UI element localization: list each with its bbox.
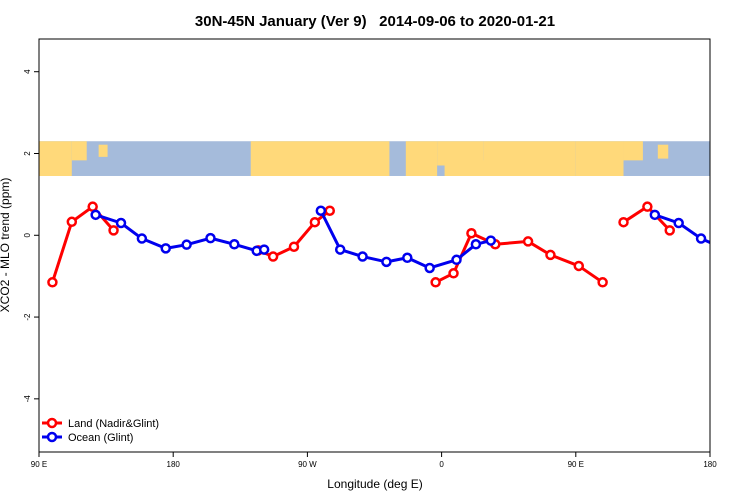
data-point <box>430 277 441 288</box>
plot-frame <box>38 38 711 453</box>
data-point <box>267 251 279 262</box>
chart-title: 30N-45N January (Ver 9) 2014-09-06 to 20… <box>195 13 555 30</box>
x-tick-label: 90 W <box>298 460 317 469</box>
y-tick-label: -4 <box>23 395 32 403</box>
legend-label: Ocean (Glint) <box>68 432 133 444</box>
map-land-area <box>71 141 87 161</box>
map-land-area <box>437 141 484 166</box>
data-point <box>522 236 534 247</box>
data-point <box>381 256 392 268</box>
map-land-area <box>657 144 669 159</box>
data-point <box>66 216 78 228</box>
data-point <box>402 252 413 264</box>
map-land-area <box>483 141 576 176</box>
map-land-area <box>250 141 390 176</box>
data-point <box>597 277 608 288</box>
data-point <box>649 209 661 221</box>
data-point <box>315 205 327 216</box>
data-point <box>115 217 127 229</box>
x-axis: 90 E 180 90 W 0 90 E 180 <box>31 452 717 469</box>
map-land-area <box>405 141 438 176</box>
x-tick-label: 0 <box>439 460 444 469</box>
world-map-band <box>39 141 710 176</box>
data-point <box>309 216 321 228</box>
legend: Land (Nadir&Glint) Ocean (Glint) <box>42 417 159 444</box>
legend-marker <box>46 417 58 429</box>
data-point <box>719 244 727 252</box>
data-point <box>334 244 346 255</box>
data-point <box>160 243 171 254</box>
data-point <box>451 254 462 266</box>
y-tick-label: 2 <box>23 151 32 156</box>
data-point <box>573 260 585 272</box>
data-point <box>466 227 477 239</box>
x-axis-label: Longitude (deg E) <box>327 477 422 491</box>
map-land <box>39 141 669 176</box>
data-point <box>664 225 675 236</box>
data-point <box>470 239 482 250</box>
series-line <box>654 213 710 245</box>
y-axis-label: XCO2 - MLO trend (ppm) <box>0 178 12 313</box>
y-axis: -4 -2 0 2 4 <box>23 69 39 402</box>
data-point <box>673 217 684 229</box>
data-point <box>324 205 336 216</box>
x-tick-label: 180 <box>703 460 717 469</box>
data-point <box>357 251 368 262</box>
y-tick-label: 0 <box>23 233 32 238</box>
series-layer <box>47 201 727 288</box>
data-point <box>448 268 459 279</box>
map-land-area <box>39 141 72 176</box>
data-point <box>181 239 192 250</box>
data-point <box>108 225 119 236</box>
data-point <box>90 209 101 221</box>
data-point <box>485 235 497 246</box>
series-0 <box>47 201 675 288</box>
series-1 <box>90 205 727 274</box>
data-point <box>695 233 707 244</box>
data-point <box>205 232 216 244</box>
map-land-area <box>623 141 643 161</box>
data-point <box>618 216 629 228</box>
data-point <box>258 244 270 255</box>
data-point <box>87 201 98 212</box>
map-land-area <box>575 141 624 176</box>
data-point <box>545 249 556 261</box>
map-land-area <box>98 144 108 157</box>
x-tick-label: 180 <box>167 460 181 469</box>
x-tick-label: 90 E <box>31 460 47 469</box>
data-point <box>424 262 435 274</box>
legend-label: Land (Nadir&Glint) <box>68 418 159 430</box>
data-point <box>229 239 240 250</box>
x-tick-label: 90 E <box>568 460 584 469</box>
data-point <box>642 201 653 212</box>
data-point <box>136 233 148 244</box>
y-tick-label: 4 <box>23 69 32 74</box>
y-tick-label: -2 <box>23 313 32 321</box>
data-point <box>47 277 58 288</box>
legend-marker <box>46 431 58 443</box>
data-point <box>288 241 300 252</box>
